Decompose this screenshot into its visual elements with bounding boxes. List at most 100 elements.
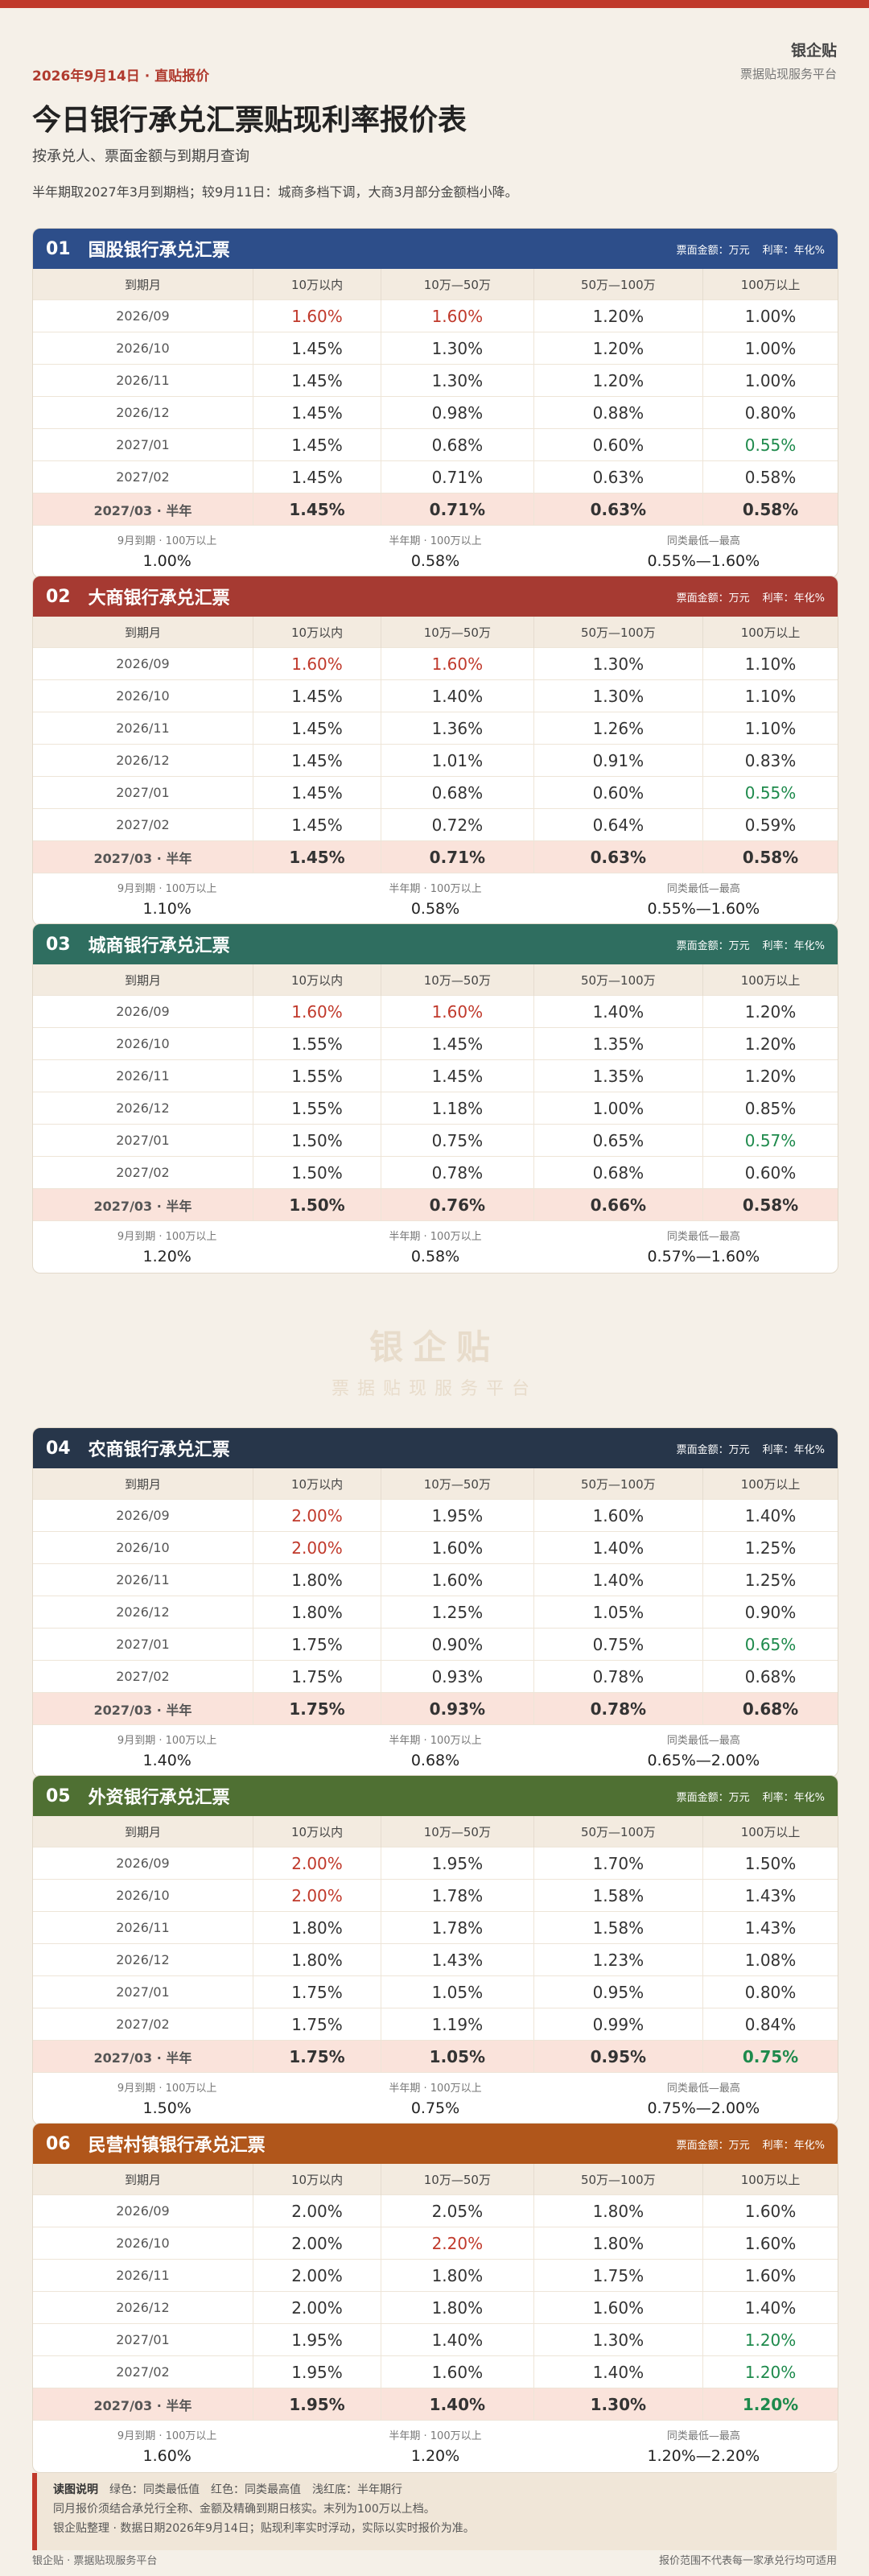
summary-label: 同类最低—最高 xyxy=(666,2083,740,2095)
term-cell: 2026/09 xyxy=(33,1847,253,1880)
rate-cell: 1.45% xyxy=(253,364,382,397)
rate-cell: 1.55% xyxy=(253,1059,382,1092)
rate-cell: 1.43% xyxy=(702,1879,838,1912)
rate-cell: 1.45% xyxy=(381,1059,534,1092)
column-header: 100万以上 xyxy=(702,2164,838,2195)
summary-item: 9月到期 · 100万以上 1.00% xyxy=(33,526,301,577)
table-row: 2026/11 1.80% 1.78% 1.58% 1.43% xyxy=(33,1911,838,1944)
summary-value: 1.20% xyxy=(410,2447,460,2465)
summary-value: 1.20% xyxy=(142,1248,192,1265)
column-header: 到期月 xyxy=(33,269,253,300)
page-subtitle: 按承兑人、票面金额与到期月查询 xyxy=(32,148,249,165)
summary-item: 半年期 · 100万以上 0.58% xyxy=(301,873,569,925)
rate-cell: 0.93% xyxy=(381,1692,534,1724)
table-row: 2026/10 2.00% 2.20% 1.80% 1.60% xyxy=(33,2227,838,2260)
term-cell: 2027/01 xyxy=(33,1628,253,1661)
footer-left: 银企贴 · 票据贴现服务平台 xyxy=(32,2555,158,2567)
column-header: 10万—50万 xyxy=(381,964,534,996)
table-row: 2026/12 2.00% 1.80% 1.60% 1.40% xyxy=(33,2291,838,2324)
summary-item: 同类最低—最高 0.75%—2.00% xyxy=(570,2073,838,2124)
rate-cell: 1.30% xyxy=(533,2388,704,2420)
rate-cell: 1.30% xyxy=(533,679,704,712)
rate-cell: 1.75% xyxy=(253,2040,382,2072)
table-row: 2027/01 1.95% 1.40% 1.30% 1.20% xyxy=(33,2323,838,2356)
summary-item: 9月到期 · 100万以上 1.50% xyxy=(33,2073,301,2124)
date-line: 2026年9月14日 · 直贴报价 xyxy=(32,68,210,85)
rate-cell: 1.10% xyxy=(702,679,838,712)
rate-cell: 1.95% xyxy=(253,2355,382,2388)
table-row: 2027/01 1.75% 0.90% 0.75% 0.65% xyxy=(33,1628,838,1661)
summary-label: 同类最低—最高 xyxy=(666,1231,740,1243)
rate-cell: 1.10% xyxy=(702,712,838,745)
page-note: 半年期取2027年3月到期档；较9月11日：城商多档下调，大商3月部分金额档小降… xyxy=(32,184,518,200)
column-header: 10万以内 xyxy=(253,2164,382,2195)
rate-card-05: 05 外资银行承兑汇票 票面金额：万元 利率：年化% 到期月 10万以内 10万—50万 50… xyxy=(32,1775,838,2125)
table-row: 2026/11 1.80% 1.60% 1.40% 1.25% xyxy=(33,1563,838,1596)
column-header: 10万—50万 xyxy=(381,1816,534,1847)
term-cell: 2026/09 xyxy=(33,1499,253,1532)
rate-unit: 利率：年化% xyxy=(762,939,825,952)
amount-unit: 票面金额：万元 xyxy=(676,1443,750,1456)
term-cell: 2026/10 xyxy=(33,679,253,712)
card-header: 06 民营村镇银行承兑汇票 票面金额：万元 利率：年化% xyxy=(33,2124,838,2164)
rate-cell: 1.43% xyxy=(381,1943,534,1976)
reading-guide-title: 读图说明 xyxy=(53,2483,98,2496)
rate-cell: 1.78% xyxy=(381,1879,534,1912)
rate-cell: 0.71% xyxy=(381,840,534,873)
rate-cell: 2.00% xyxy=(253,2259,382,2292)
rate-cell: 2.00% xyxy=(253,1879,382,1912)
rate-cell: 1.30% xyxy=(533,2323,704,2356)
half-year-row: 2027/03 · 半年 1.45% 0.71% 0.63% 0.58% xyxy=(33,493,838,525)
rate-cell: 1.78% xyxy=(381,1911,534,1944)
rate-cell: 1.60% xyxy=(381,299,534,332)
term-cell: 2026/09 xyxy=(33,995,253,1028)
rate-cell: 1.55% xyxy=(253,1027,382,1060)
rate-cell: 0.58% xyxy=(702,1188,838,1220)
rate-card-01: 01 国股银行承兑汇票 票面金额：万元 利率：年化% 到期月 10万以内 10万—50万 50… xyxy=(32,228,838,578)
table-row: 2026/10 1.55% 1.45% 1.35% 1.20% xyxy=(33,1027,838,1060)
table-row: 2027/02 1.45% 0.71% 0.63% 0.58% xyxy=(33,460,838,493)
column-header: 100万以上 xyxy=(702,964,838,996)
rate-cell: 1.95% xyxy=(253,2323,382,2356)
column-header: 到期月 xyxy=(33,2164,253,2195)
summary-value: 1.60% xyxy=(142,2447,192,2465)
rate-cell: 0.68% xyxy=(702,1660,838,1693)
term-cell: 2026/12 xyxy=(33,1092,253,1125)
rate-table: 到期月 10万以内 10万—50万 50万—100万 100万以上 2026/09 2.00… xyxy=(33,1468,838,1724)
rate-cell: 1.40% xyxy=(702,1499,838,1532)
column-header: 10万—50万 xyxy=(381,617,534,648)
summary-label: 半年期 · 100万以上 xyxy=(389,1231,482,1243)
rate-cell: 1.19% xyxy=(381,2008,534,2041)
term-cell: 2026/09 xyxy=(33,2194,253,2227)
rate-cell: 1.40% xyxy=(533,2355,704,2388)
summary-value: 0.55%—1.60% xyxy=(647,900,760,918)
term-cell: 2027/02 xyxy=(33,808,253,841)
term-cell: 2027/03 · 半年 xyxy=(33,2040,253,2072)
rate-table: 到期月 10万以内 10万—50万 50万—100万 100万以上 2026/09 2.00… xyxy=(33,2164,838,2420)
rate-cell: 1.18% xyxy=(381,1092,534,1125)
rate-cell: 0.72% xyxy=(381,808,534,841)
rate-cell: 1.45% xyxy=(253,460,382,493)
rate-cell: 0.65% xyxy=(702,1628,838,1661)
reading-guide: 读图说明 绿色：同类最低值 红色：同类最高值 浅红底：半年期行 同月报价须结合承… xyxy=(32,2473,837,2550)
rate-cell: 1.80% xyxy=(533,2227,704,2260)
rate-cell: 1.50% xyxy=(253,1156,382,1189)
rate-cell: 1.20% xyxy=(702,2355,838,2388)
table-row: 2027/02 1.45% 0.72% 0.64% 0.59% xyxy=(33,808,838,841)
table-row: 2026/11 1.45% 1.30% 1.20% 1.00% xyxy=(33,364,838,397)
rate-cell: 1.00% xyxy=(533,1092,704,1125)
summary-label: 半年期 · 100万以上 xyxy=(389,1735,482,1747)
table-row: 2026/12 1.55% 1.18% 1.00% 0.85% xyxy=(33,1092,838,1125)
column-header: 50万—100万 xyxy=(533,269,704,300)
card-header: 03 城商银行承兑汇票 票面金额：万元 利率：年化% xyxy=(33,924,838,964)
rate-cell: 1.60% xyxy=(253,647,382,680)
column-header: 到期月 xyxy=(33,1468,253,1500)
rate-cell: 0.58% xyxy=(702,840,838,873)
term-cell: 2026/12 xyxy=(33,744,253,777)
summary-item: 半年期 · 100万以上 0.58% xyxy=(301,526,569,577)
term-cell: 2026/12 xyxy=(33,396,253,429)
card-header: 04 农商银行承兑汇票 票面金额：万元 利率：年化% xyxy=(33,1428,838,1468)
summary-value: 0.58% xyxy=(410,900,460,918)
term-cell: 2026/11 xyxy=(33,1911,253,1944)
rate-cell: 1.45% xyxy=(253,428,382,461)
